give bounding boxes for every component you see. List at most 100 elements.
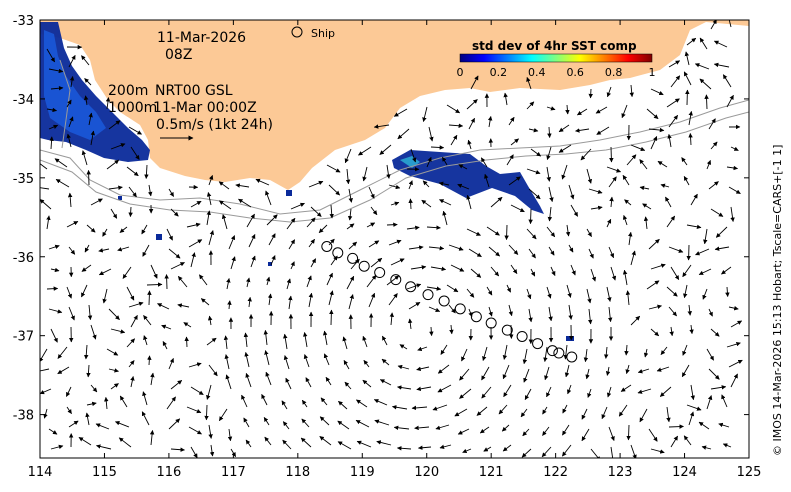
- current-vector: [40, 199, 52, 210]
- current-vector: [486, 286, 493, 296]
- current-vector: [118, 437, 132, 448]
- current-vector: [630, 144, 646, 152]
- current-vector: [730, 373, 738, 388]
- current-vector: [128, 126, 142, 135]
- current-vector: [526, 101, 535, 110]
- current-vector: [83, 344, 89, 360]
- current-vector: [310, 206, 322, 217]
- current-vector: [699, 37, 708, 50]
- current-vector: [227, 428, 233, 442]
- current-vector: [528, 188, 541, 200]
- product-time-label: 11-Mar 00:00Z: [153, 100, 257, 116]
- current-vector: [348, 188, 353, 203]
- current-vector: [346, 275, 355, 290]
- current-vector: [68, 306, 75, 321]
- current-vector: [688, 132, 693, 146]
- current-vector: [586, 168, 593, 184]
- current-vector: [399, 344, 408, 350]
- current-vector: [144, 164, 149, 179]
- current-vector: [373, 399, 388, 406]
- current-vector: [108, 120, 121, 130]
- current-vector: [710, 385, 727, 390]
- current-vector: [157, 303, 170, 310]
- current-vector: [245, 439, 252, 448]
- current-vector: [267, 293, 273, 306]
- current-vector: [283, 355, 290, 370]
- x-tick-label: 119: [350, 465, 375, 480]
- ship-position: [438, 295, 450, 307]
- current-vector: [442, 210, 448, 226]
- current-vector: [319, 416, 330, 426]
- current-vector: [466, 288, 475, 298]
- y-tick-label: -37: [13, 330, 34, 345]
- current-vector: [610, 446, 615, 458]
- current-vector: [524, 388, 532, 401]
- current-vector: [363, 359, 370, 368]
- current-vector: [105, 97, 111, 110]
- current-vector: [684, 51, 690, 66]
- current-vector: [459, 368, 470, 381]
- current-vector: [128, 206, 133, 218]
- current-vector: [50, 267, 60, 273]
- x-tick-label: 115: [92, 465, 117, 480]
- ship-position: [454, 303, 466, 315]
- current-vector: [69, 76, 75, 88]
- current-vector: [46, 215, 51, 230]
- x-tick-label: 120: [414, 465, 439, 480]
- current-vector: [381, 358, 390, 366]
- current-vector: [430, 145, 445, 150]
- current-vector: [382, 335, 388, 346]
- current-vector: [86, 401, 97, 407]
- current-vector: [637, 368, 650, 374]
- current-vector: [323, 353, 330, 366]
- current-vector: [350, 258, 360, 270]
- current-vector: [282, 421, 290, 430]
- current-vector: [386, 222, 398, 227]
- current-vector: [322, 330, 328, 346]
- current-vector: [668, 114, 678, 128]
- current-vector: [170, 447, 185, 452]
- current-vector: [462, 448, 472, 454]
- current-vector: [224, 354, 230, 370]
- current-vector: [681, 157, 688, 166]
- current-vector: [95, 423, 110, 430]
- current-vector: [681, 364, 690, 378]
- land-australia: [40, 20, 749, 190]
- current-vector: [624, 199, 632, 206]
- current-vector: [528, 208, 533, 225]
- current-vector: [208, 424, 213, 439]
- current-vector: [698, 421, 710, 430]
- current-vector: [544, 366, 550, 381]
- current-vector: [426, 286, 442, 291]
- current-vector: [300, 437, 312, 448]
- current-vector: [50, 328, 58, 343]
- current-vector: [449, 324, 454, 335]
- colorbar: std dev of 4hr SST comp 0 0.2 0.4 0.6 0.8 1: [457, 39, 656, 79]
- current-vector: [502, 444, 512, 452]
- current-vector: [150, 372, 155, 386]
- current-vector: [68, 116, 74, 128]
- ship-position: [347, 252, 359, 264]
- current-vector: [119, 226, 128, 233]
- current-vector: [255, 178, 270, 186]
- current-vector: [608, 246, 615, 259]
- current-vector: [368, 292, 376, 308]
- current-vector: [714, 246, 730, 251]
- current-vector: [43, 408, 48, 419]
- current-vector: [510, 138, 519, 146]
- current-vector: [639, 159, 648, 170]
- current-vector: [568, 184, 575, 200]
- current-vector: [530, 268, 536, 277]
- current-vector: [416, 366, 430, 372]
- sst-speck: [268, 262, 272, 266]
- current-vector: [622, 174, 630, 186]
- current-vector: [565, 224, 571, 237]
- current-vector: [728, 359, 743, 368]
- contour-1000m: [40, 111, 749, 223]
- current-vector: [66, 99, 72, 108]
- current-vector: [362, 335, 368, 348]
- colorbar-tick-label: 0.4: [528, 66, 546, 79]
- current-vector: [542, 426, 550, 436]
- current-vector: [520, 408, 528, 418]
- x-tick-label: 125: [737, 465, 762, 480]
